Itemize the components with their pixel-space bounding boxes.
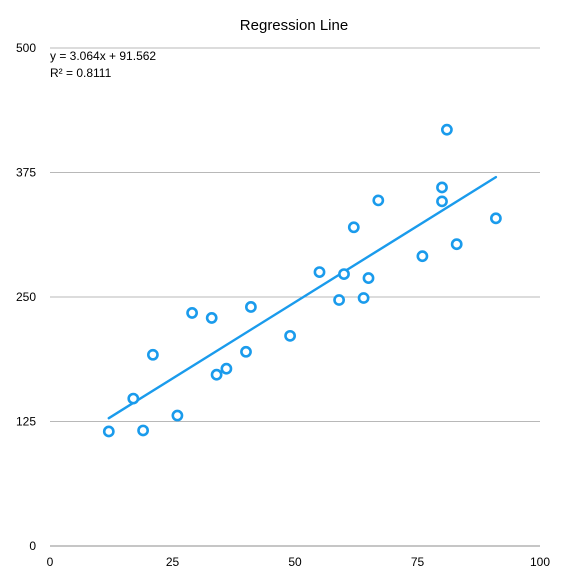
x-tick-label: 100 [530, 555, 550, 569]
y-axis-tick-labels: 0 125 250 375 500 [16, 41, 36, 553]
x-axis-tick-labels: 0 25 50 75 100 [47, 555, 551, 569]
regression-equation: y = 3.064x + 91.562 [50, 49, 156, 63]
data-point-0 [102, 425, 115, 438]
data-point-12 [313, 266, 326, 278]
data-point-19 [416, 250, 429, 263]
data-point-4 [171, 409, 184, 422]
data-point-3 [146, 348, 159, 361]
data-point-1 [127, 392, 140, 405]
x-tick-label: 50 [288, 555, 302, 569]
y-tick-label: 500 [16, 41, 36, 55]
data-point-14 [338, 268, 350, 280]
data-point-9 [240, 345, 252, 358]
chart-title: Regression Line [240, 17, 348, 34]
data-point-21 [436, 181, 448, 194]
x-tick-label: 0 [47, 555, 54, 569]
gridlines [50, 47, 540, 547]
r-squared-value: R² = 0.8111 [50, 66, 112, 80]
x-tick-label: 75 [411, 555, 425, 569]
trendline [107, 175, 498, 420]
data-point-2 [137, 424, 149, 437]
data-point-18 [372, 194, 385, 207]
data-point-8 [220, 362, 233, 375]
data-point-7 [210, 368, 223, 381]
y-tick-label: 375 [16, 166, 36, 180]
x-tick-label: 25 [166, 555, 180, 569]
y-tick-label: 250 [16, 290, 36, 304]
data-points [102, 123, 502, 438]
data-point-10 [244, 301, 257, 313]
data-point-13 [333, 294, 345, 306]
y-tick-label: 0 [29, 539, 36, 553]
data-point-16 [357, 292, 370, 304]
data-point-22 [440, 123, 453, 136]
data-point-20 [436, 195, 448, 208]
data-point-15 [347, 221, 360, 234]
data-point-17 [362, 272, 375, 284]
data-point-24 [489, 212, 502, 225]
data-point-6 [205, 312, 218, 324]
data-point-23 [450, 238, 463, 251]
data-point-11 [284, 329, 296, 342]
y-tick-label: 125 [16, 415, 36, 429]
data-point-5 [186, 307, 198, 319]
